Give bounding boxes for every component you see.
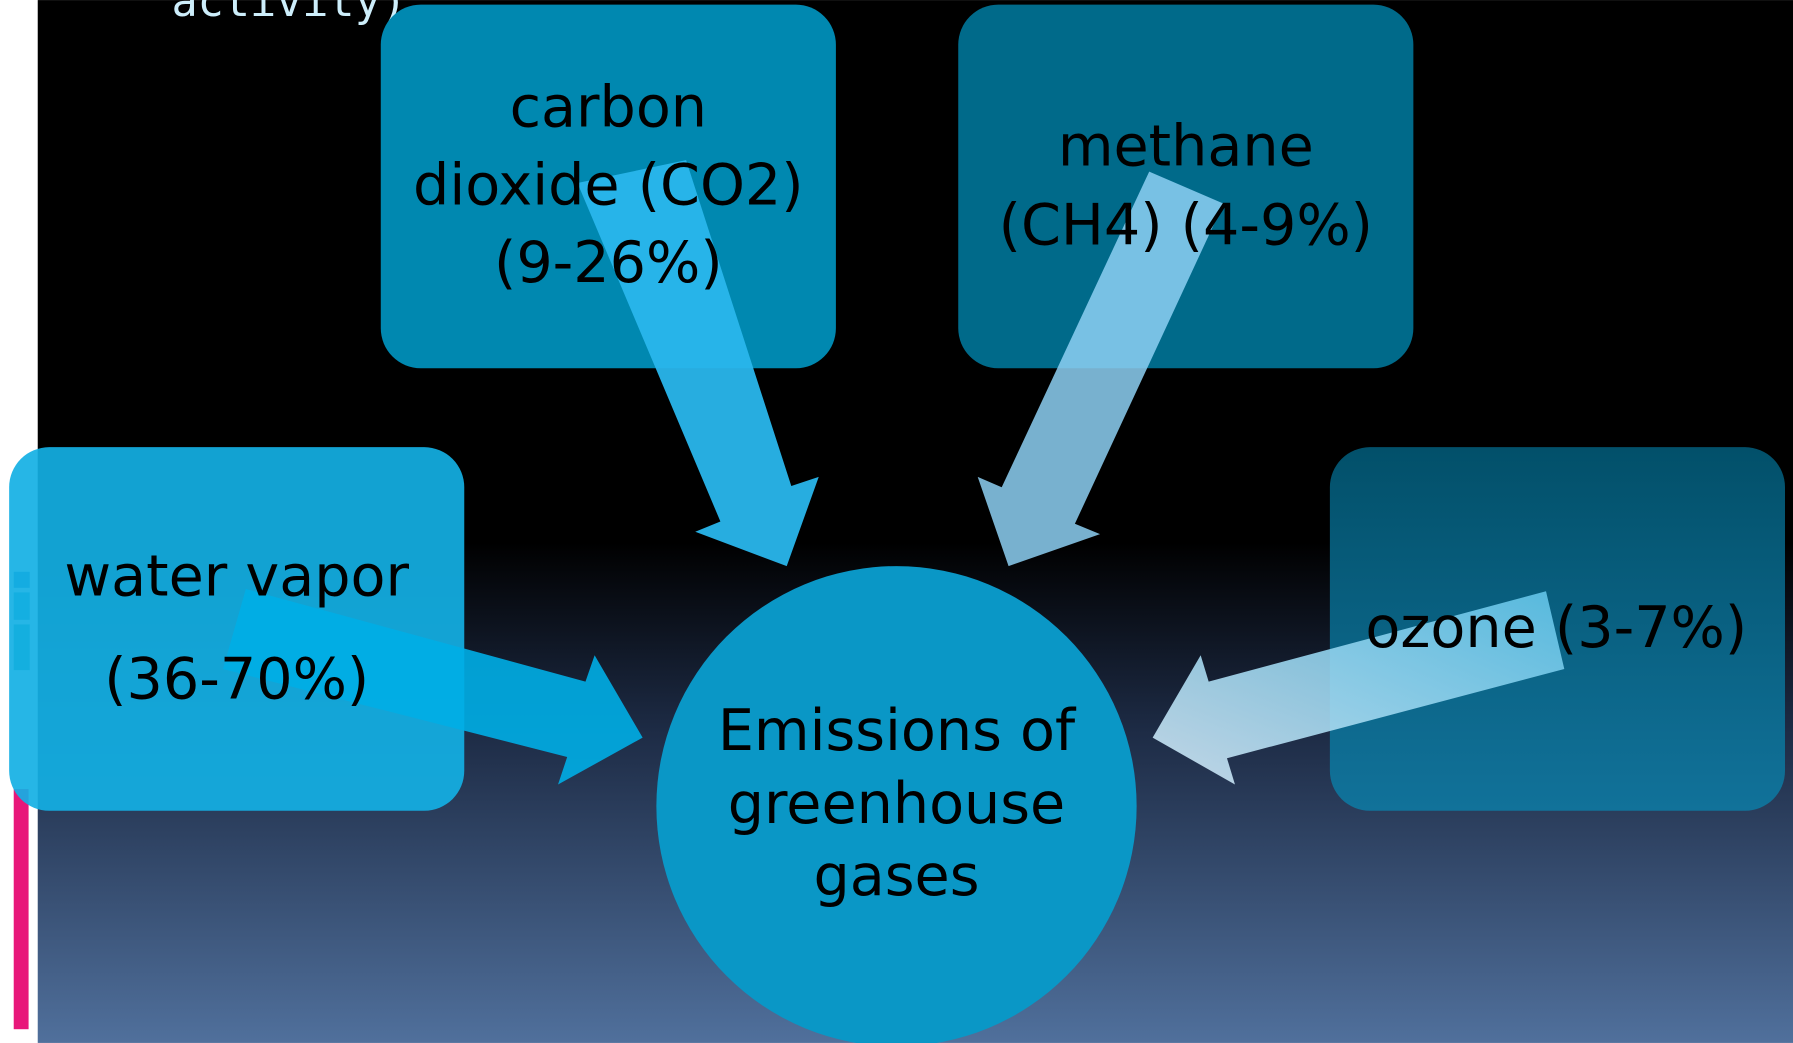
- node-label: dioxide (CO2): [413, 152, 804, 218]
- node-label: (36-70%): [104, 646, 369, 712]
- node-label: ozone (3-7%): [1365, 595, 1747, 661]
- arrow: [977, 171, 1224, 567]
- node-label: (9-26%): [494, 230, 723, 296]
- header-fragment: activity): [172, 0, 407, 27]
- node-label: water vapor: [64, 543, 409, 609]
- center-label: gases: [813, 843, 979, 909]
- node-label: (CH4) (4-9%): [999, 192, 1373, 258]
- accent-bar: [13, 789, 29, 1030]
- center-label: greenhouse: [728, 771, 1065, 837]
- node-label: methane: [1058, 113, 1314, 179]
- arrow: [577, 160, 819, 567]
- node-box: [958, 4, 1414, 369]
- arrow: [1152, 591, 1565, 785]
- center-circle: [656, 566, 1137, 1043]
- arrow: [222, 588, 643, 785]
- node-label: carbon: [510, 75, 707, 141]
- node-box: [1329, 447, 1785, 811]
- center-label: Emissions of: [718, 698, 1077, 764]
